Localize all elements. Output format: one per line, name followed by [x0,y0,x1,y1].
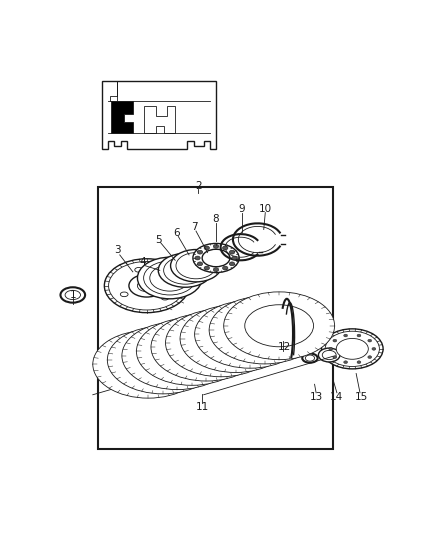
Ellipse shape [138,257,202,299]
Ellipse shape [202,249,230,266]
Ellipse shape [128,339,197,381]
Ellipse shape [150,265,190,291]
Ellipse shape [137,318,247,385]
Ellipse shape [107,326,218,394]
Ellipse shape [230,309,299,351]
Ellipse shape [170,249,221,282]
Ellipse shape [318,348,340,362]
Text: 12: 12 [278,342,291,352]
Ellipse shape [158,330,226,373]
Ellipse shape [187,322,255,364]
Ellipse shape [122,322,233,390]
Polygon shape [110,81,117,101]
Text: 15: 15 [355,392,368,401]
Ellipse shape [230,251,235,254]
Ellipse shape [357,334,361,337]
Ellipse shape [213,245,219,248]
Ellipse shape [158,253,212,287]
Ellipse shape [195,256,200,260]
Ellipse shape [209,296,320,364]
Ellipse shape [336,338,368,359]
Ellipse shape [368,356,372,359]
Ellipse shape [143,335,212,377]
Ellipse shape [232,256,237,260]
Ellipse shape [357,361,361,364]
Ellipse shape [164,256,207,284]
Text: 10: 10 [259,204,272,214]
Ellipse shape [333,339,337,342]
Text: 9: 9 [239,204,245,214]
Ellipse shape [166,309,276,377]
Ellipse shape [151,313,262,381]
Ellipse shape [161,295,169,300]
Ellipse shape [344,361,348,364]
Ellipse shape [138,280,156,292]
Text: 11: 11 [195,401,209,411]
Ellipse shape [223,246,228,250]
Ellipse shape [172,326,241,368]
Ellipse shape [213,268,219,272]
Ellipse shape [204,246,209,250]
Ellipse shape [135,268,142,272]
Polygon shape [102,81,216,149]
Ellipse shape [329,348,332,350]
Bar [98,187,333,449]
Ellipse shape [230,262,235,266]
Text: 8: 8 [212,214,219,224]
Text: 2: 2 [195,181,201,191]
Polygon shape [111,101,133,133]
Text: 4: 4 [140,257,146,267]
Ellipse shape [176,253,216,279]
Ellipse shape [333,356,337,359]
Text: 13: 13 [310,392,323,401]
Ellipse shape [223,266,228,270]
Ellipse shape [197,262,203,266]
Ellipse shape [322,350,336,360]
Polygon shape [145,106,175,133]
Ellipse shape [104,259,189,313]
Ellipse shape [321,329,383,369]
Ellipse shape [224,292,335,360]
Ellipse shape [93,330,204,398]
Text: 5: 5 [155,235,162,245]
Ellipse shape [114,343,183,385]
Text: 7: 7 [191,222,198,232]
Ellipse shape [245,305,314,347]
Ellipse shape [197,251,203,254]
Ellipse shape [109,262,185,310]
Text: 6: 6 [173,228,180,238]
Ellipse shape [193,244,239,272]
Ellipse shape [194,301,305,368]
Ellipse shape [368,339,372,342]
Ellipse shape [180,305,291,373]
Text: 14: 14 [330,392,343,401]
Ellipse shape [344,334,348,337]
Ellipse shape [129,274,165,297]
Text: 1: 1 [70,290,76,300]
Ellipse shape [204,266,209,270]
Ellipse shape [120,292,128,297]
Ellipse shape [215,313,284,356]
Ellipse shape [372,348,376,350]
Text: 3: 3 [114,245,121,255]
Ellipse shape [325,331,379,367]
Ellipse shape [144,261,196,295]
Ellipse shape [201,318,270,360]
